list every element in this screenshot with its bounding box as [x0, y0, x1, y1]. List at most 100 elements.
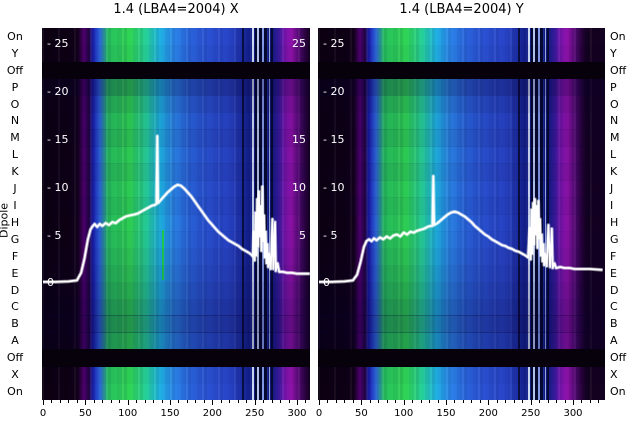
dipole-label: O	[10, 97, 20, 111]
x-tick	[420, 400, 422, 403]
x-tick	[170, 400, 171, 405]
x-tick	[344, 400, 346, 403]
x-tick	[369, 400, 371, 403]
dipole-label: F	[610, 249, 617, 263]
dipole-label: N	[10, 114, 20, 128]
rfi-line	[540, 28, 544, 400]
dipole-row	[42, 112, 310, 131]
dipole-label: X	[610, 368, 618, 382]
db-tick-label-left: 0	[323, 276, 330, 290]
db-tick-label-right: 10	[292, 180, 306, 194]
x-tick-label: 100	[118, 408, 138, 419]
dipole-labels-left: On Y Off P O N M L K J I H G F E D C B A Off X On	[4, 28, 26, 400]
dipole-row	[42, 197, 310, 215]
x-tick	[530, 400, 532, 405]
dipole-label: O	[610, 97, 619, 111]
dipole-row	[42, 95, 310, 114]
x-tick-label: 0	[39, 408, 47, 419]
x-tick	[85, 400, 87, 405]
x-tick	[378, 400, 380, 403]
dipole-label: P	[610, 80, 617, 94]
dipole-label: D	[610, 283, 619, 297]
x-tick	[319, 400, 320, 405]
db-tick-label-left: - 10	[47, 180, 69, 194]
x-tick-label: 300	[287, 408, 307, 419]
dipole-row	[318, 180, 605, 198]
rfi-line	[517, 28, 520, 400]
x-tick	[305, 400, 307, 403]
rfi-line	[264, 28, 268, 400]
dipole-row	[42, 298, 310, 317]
dipole-label: J	[610, 182, 614, 196]
dipole-row	[318, 146, 605, 164]
artifact-line	[162, 229, 165, 281]
x-tick	[43, 400, 44, 405]
x-axis-left: 0 50 100 150 200 250 300	[40, 400, 310, 426]
dipole-label: J	[13, 182, 17, 196]
x-tick	[505, 400, 507, 403]
x-tick	[581, 400, 583, 403]
dipole-label: On	[610, 29, 626, 43]
dipole-label: A	[11, 334, 19, 348]
spectrum-polyline	[43, 135, 310, 283]
dipole-row	[42, 281, 310, 300]
db-tick-label-left: - 25	[47, 37, 69, 51]
dipole-label: P	[11, 80, 19, 94]
x-tick	[361, 400, 363, 405]
dipole-label: I	[610, 199, 614, 213]
x-tick	[144, 400, 146, 403]
x-tick	[220, 400, 222, 403]
dipole-label: C	[11, 300, 19, 314]
dipole-row	[42, 163, 310, 181]
dipole-row	[42, 61, 310, 80]
x-tick-label: 50	[354, 408, 368, 419]
dipole-label: N	[610, 114, 619, 128]
x-tick-label: 300	[563, 408, 583, 419]
spectrum-polyline	[319, 175, 603, 283]
x-tick-label: 150	[160, 408, 180, 419]
dipole-label: On	[610, 384, 626, 398]
x-tick-label: 0	[315, 408, 323, 419]
rfi-line	[544, 28, 546, 400]
x-tick	[462, 400, 464, 403]
dipole-row	[318, 332, 605, 350]
x-tick	[297, 400, 298, 405]
db-tick-label-left: - 10	[323, 180, 345, 194]
x-tick	[564, 400, 566, 403]
dipole-label: Off	[610, 351, 627, 365]
dipole-label: On	[7, 384, 23, 398]
db-tick-label-left: - 5	[323, 228, 338, 242]
x-tick	[127, 400, 129, 405]
x-tick	[153, 400, 155, 403]
dipole-row	[318, 78, 605, 97]
dipole-row	[318, 281, 605, 300]
x-tick	[403, 400, 405, 405]
rfi-line	[268, 28, 270, 400]
spectrogram-panel-y: - 25 - 20 - 15 - 10 - 5 0	[318, 28, 605, 400]
rfi-line	[252, 28, 254, 400]
x-tick	[327, 400, 329, 403]
x-tick	[195, 400, 197, 403]
rfi-line	[546, 28, 549, 400]
spectrum-curve	[319, 174, 603, 284]
x-tick	[110, 400, 112, 403]
db-tick-label-left: - 5	[47, 228, 62, 242]
x-tick	[271, 400, 273, 403]
rfi-line	[528, 28, 530, 400]
dipole-row	[318, 315, 605, 333]
dipole-label: Off	[610, 63, 627, 77]
x-tick	[203, 400, 205, 403]
x-tick	[237, 400, 239, 403]
x-tick	[437, 400, 439, 403]
x-tick	[68, 400, 70, 403]
x-tick	[598, 400, 600, 403]
x-tick	[178, 400, 180, 403]
dipole-label: L	[11, 148, 19, 162]
x-tick	[186, 400, 188, 403]
panel-y-title: 1.4 (LBA4=2004) Y	[399, 2, 524, 17]
dipole-row	[318, 349, 605, 367]
dipole-row	[42, 230, 310, 249]
dipole-row	[42, 332, 310, 350]
x-tick	[386, 400, 388, 403]
